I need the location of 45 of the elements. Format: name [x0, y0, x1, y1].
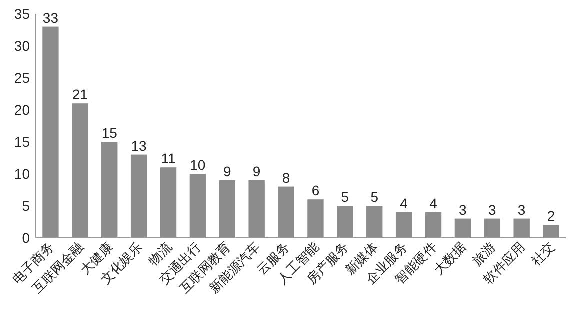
y-tick-label: 20 [14, 102, 30, 118]
bar [337, 206, 354, 238]
bar [102, 142, 118, 238]
data-label: 9 [252, 163, 261, 180]
bar [72, 104, 88, 238]
bar [308, 200, 324, 238]
data-label: 21 [72, 86, 88, 103]
data-label: 11 [161, 150, 176, 167]
data-label: 5 [341, 189, 350, 205]
data-label: 6 [312, 182, 320, 199]
data-label: 13 [131, 138, 148, 154]
x-tick-label: 社交 [528, 240, 558, 269]
bar [514, 218, 530, 238]
bar [160, 168, 177, 238]
y-tick-label: 5 [22, 198, 30, 214]
y-tick-label: 35 [14, 6, 30, 22]
y-tick-label: 15 [14, 134, 30, 150]
data-label: 3 [518, 202, 526, 218]
bar [484, 218, 500, 238]
data-label: 33 [42, 10, 59, 26]
data-label: 4 [400, 195, 408, 212]
bar [248, 180, 265, 238]
bar [42, 26, 59, 238]
bar [190, 174, 206, 238]
bar [454, 218, 472, 238]
data-label: 2 [547, 208, 556, 224]
y-tick-label: 10 [14, 166, 30, 182]
y-tick-label: 0 [22, 230, 30, 246]
y-tick-label: 25 [14, 70, 30, 86]
bar [425, 212, 442, 238]
data-label: 4 [430, 195, 438, 212]
bar [130, 154, 148, 238]
bar [278, 186, 294, 238]
data-label: 3 [488, 202, 496, 218]
data-label: 3 [459, 202, 468, 218]
data-label: 15 [102, 125, 118, 141]
data-label: 5 [370, 189, 379, 205]
bar [396, 212, 412, 238]
bar [366, 206, 383, 238]
y-tick-label: 30 [14, 38, 30, 54]
data-label: 8 [282, 170, 290, 186]
data-label: 9 [223, 163, 232, 180]
data-label: 10 [190, 157, 206, 173]
bar [543, 225, 560, 238]
bar [219, 180, 236, 238]
